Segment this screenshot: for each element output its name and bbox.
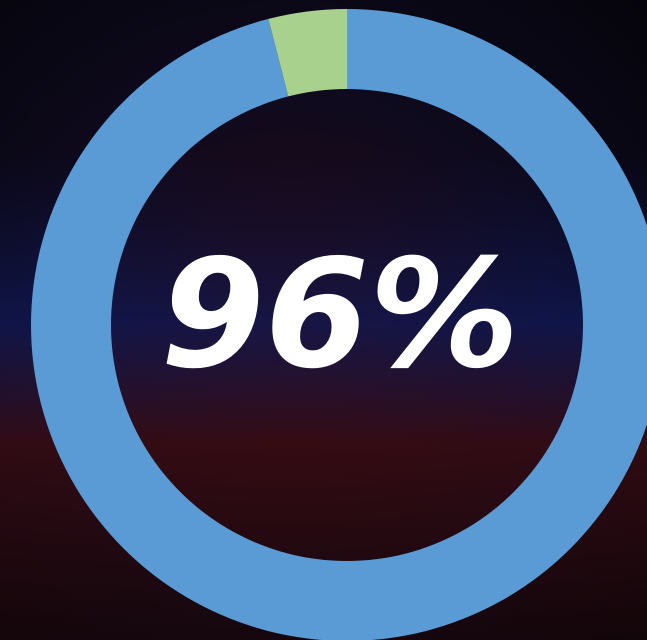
donut-segment [268,9,347,97]
donut [31,9,647,640]
center-label: 96% [160,228,519,402]
